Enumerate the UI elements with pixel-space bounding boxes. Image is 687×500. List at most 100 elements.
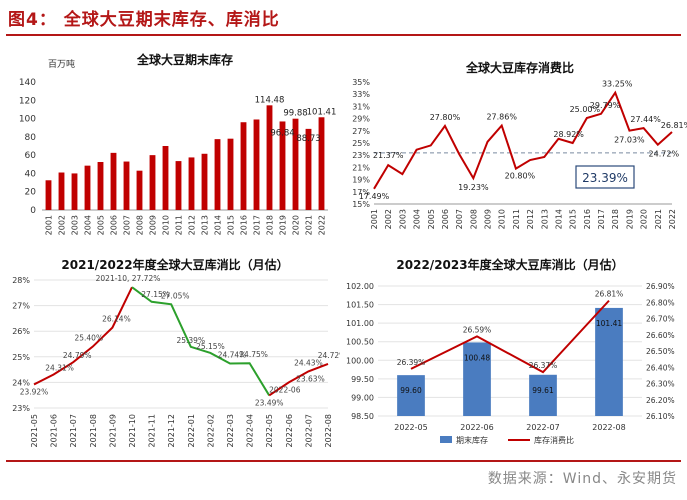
x-tick-label: 2008 bbox=[469, 209, 478, 229]
y-tick-label-left: 101.50 bbox=[346, 301, 374, 310]
data-label: 27.80% bbox=[430, 113, 461, 122]
y-tick-label-left: 100.50 bbox=[346, 338, 374, 347]
bar-value-label: 99.60 bbox=[400, 386, 422, 395]
x-tick-label: 2007 bbox=[123, 215, 132, 235]
x-tick-label: 2022 bbox=[668, 209, 677, 229]
data-label: 99.88 bbox=[283, 109, 307, 119]
y-tick-label: 26% bbox=[12, 327, 30, 336]
bar-value-label: 99.61 bbox=[532, 386, 554, 395]
y-tick-label: 29% bbox=[352, 115, 370, 124]
x-tick-label: 2013 bbox=[540, 209, 549, 229]
y-tick-label-left: 99.50 bbox=[351, 375, 374, 384]
y-tick-label: 140 bbox=[19, 78, 36, 88]
data-label: 17.49% bbox=[359, 192, 390, 201]
x-tick-label: 2002 bbox=[384, 209, 393, 229]
data-label: 101.41 bbox=[307, 107, 337, 117]
y-tick-label: 35% bbox=[352, 78, 370, 87]
bar bbox=[149, 155, 156, 210]
bar bbox=[266, 105, 273, 210]
x-tick-label: 2021-06 bbox=[50, 414, 59, 447]
x-tick-label: 2019 bbox=[279, 215, 288, 235]
data-label: 33.25% bbox=[602, 80, 633, 89]
header-divider bbox=[6, 34, 681, 36]
data-label: 25.39% bbox=[176, 336, 205, 345]
bar bbox=[175, 161, 182, 210]
data-label: 24.79% bbox=[63, 351, 92, 360]
y-tick-label: 27% bbox=[12, 302, 30, 311]
x-tick-label: 2001 bbox=[370, 209, 379, 229]
bar bbox=[45, 180, 52, 210]
x-tick-label: 2021-10 bbox=[128, 414, 137, 447]
x-tick-label: 2016 bbox=[583, 209, 592, 229]
x-tick-label: 2022-08 bbox=[324, 414, 333, 447]
legend-label-ratio: 库存消费比 bbox=[534, 435, 574, 445]
chart-ending-stocks: 全球大豆期末库存 百万吨 0 20 40 60 80 100 120 140 2001 2002 200… bbox=[19, 52, 337, 235]
data-label: 24.75% bbox=[239, 350, 268, 359]
x-tick-label: 2022-03 bbox=[226, 414, 235, 447]
bar bbox=[188, 157, 195, 210]
x-tick-label: 2022-08 bbox=[592, 423, 625, 432]
bar bbox=[84, 165, 91, 210]
y-tick-label: 0 bbox=[30, 206, 36, 216]
source-note: 数据来源：Wind、永安期货 bbox=[487, 471, 677, 487]
x-tick-label: 2020 bbox=[640, 209, 649, 229]
bar bbox=[162, 146, 169, 210]
y-tick-label: 40 bbox=[25, 169, 37, 179]
data-label: 19.23% bbox=[458, 183, 489, 192]
chart-title: 2021/2022年度全球大豆库消比（月估） bbox=[61, 257, 288, 272]
data-label: 88.73 bbox=[296, 134, 320, 144]
y-tick-label-left: 100.00 bbox=[346, 356, 374, 365]
x-tick-label: 2022-07 bbox=[526, 423, 559, 432]
x-tick-label: 2003 bbox=[398, 209, 407, 229]
x-tick-label: 2009 bbox=[149, 215, 158, 235]
line-value-label: 26.39% bbox=[397, 358, 426, 367]
bar bbox=[71, 173, 78, 210]
data-label: 24.31% bbox=[45, 363, 74, 372]
y-tick-label-left: 98.50 bbox=[351, 412, 374, 421]
bar-value-label: 101.41 bbox=[596, 319, 622, 328]
x-tick-label: 2019 bbox=[625, 209, 634, 229]
y-tick-label: 28% bbox=[12, 276, 30, 285]
data-label: 24.72% bbox=[649, 150, 680, 159]
x-tick-label: 2017 bbox=[253, 215, 262, 235]
x-tick-label: 2015 bbox=[227, 215, 236, 235]
y-tick-label-left: 99.00 bbox=[351, 393, 374, 402]
chart-2223-monthly-ratio: 2022/2023年度全球大豆库消比（月估） 98.50 99.00 99.50 100… bbox=[346, 257, 675, 445]
y-tick-label: 25% bbox=[352, 139, 370, 148]
chart-title: 全球大豆期末库存 bbox=[136, 52, 233, 67]
y-tick-label: 19% bbox=[352, 176, 370, 185]
x-tick-label: 2004 bbox=[413, 209, 422, 229]
bar bbox=[201, 153, 208, 210]
ratio-line bbox=[410, 299, 610, 374]
bar bbox=[110, 152, 117, 210]
x-tick-label: 2016 bbox=[240, 215, 249, 235]
x-tick-label: 2005 bbox=[427, 209, 436, 229]
line-value-label: 26.59% bbox=[463, 325, 492, 334]
x-tick-label: 2012 bbox=[188, 215, 197, 235]
x-tick-label: 2015 bbox=[569, 209, 578, 229]
y-tick-label: 24% bbox=[12, 378, 30, 387]
x-tick-label: 2005 bbox=[97, 215, 106, 235]
x-tick-label: 2003 bbox=[71, 215, 80, 235]
y-tick-label: 20 bbox=[25, 188, 37, 198]
data-label: 21.37% bbox=[373, 151, 404, 160]
x-tick-label: 2021-05 bbox=[30, 414, 39, 447]
x-tick-label: 2001 bbox=[45, 215, 54, 235]
data-label: 25.15% bbox=[196, 342, 225, 351]
chart-title: 2022/2023年度全球大豆库消比（月估） bbox=[396, 257, 623, 272]
y-tick-label: 120 bbox=[19, 96, 36, 106]
y-tick-label: 27% bbox=[352, 127, 370, 136]
bar bbox=[253, 119, 260, 210]
data-label: 29.79% bbox=[590, 101, 621, 110]
data-label: 27.86% bbox=[486, 113, 517, 122]
y-tick-label-right: 26.90% bbox=[646, 282, 675, 291]
data-label: 26.81% bbox=[661, 121, 687, 130]
bar bbox=[123, 161, 130, 210]
x-tick-label: 2021-08 bbox=[89, 414, 98, 447]
x-tick-label: 2006 bbox=[441, 209, 450, 229]
bar bbox=[529, 374, 557, 416]
bar bbox=[97, 162, 104, 210]
report-header: 图4： 全球大豆期末库存、库消比 bbox=[0, 0, 687, 34]
data-label: 27.03% bbox=[614, 136, 645, 145]
x-tick-label: 2020 bbox=[292, 215, 301, 235]
